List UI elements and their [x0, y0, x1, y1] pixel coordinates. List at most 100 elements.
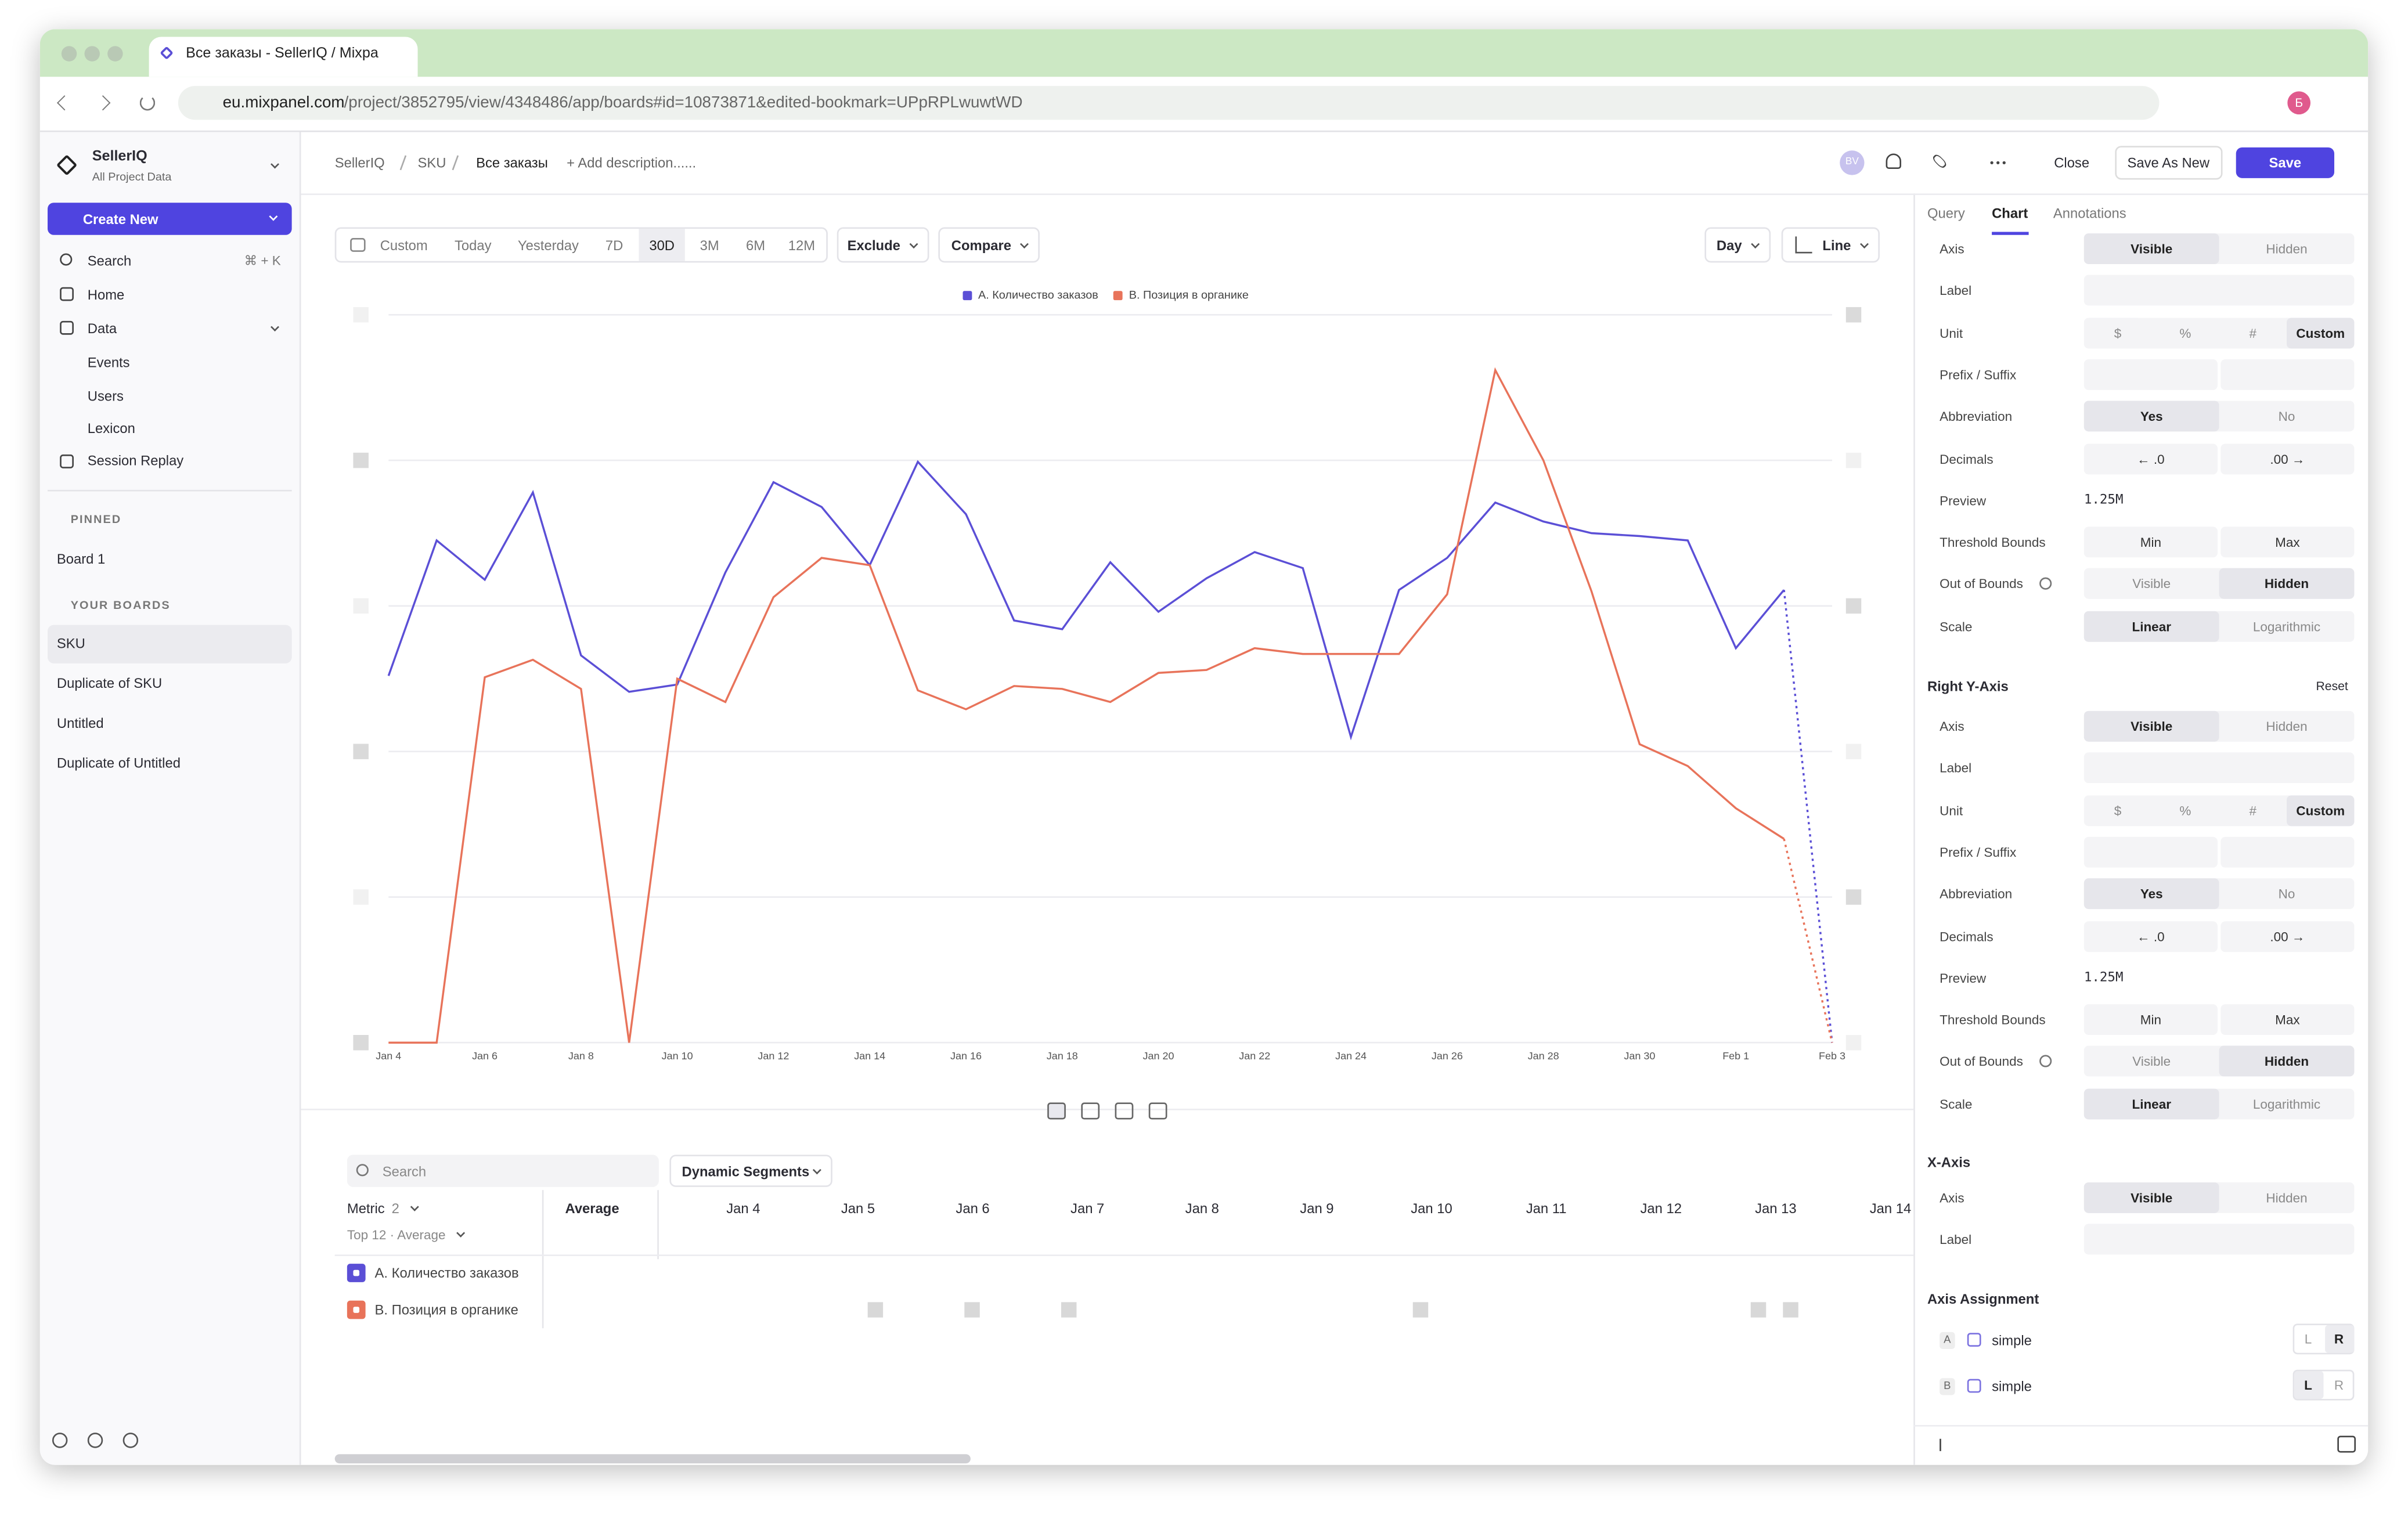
- option[interactable]: #: [2249, 802, 2257, 818]
- breadcrumb[interactable]: SellerIQ: [334, 155, 385, 171]
- toolbar-dropdown[interactable]: [837, 227, 929, 263]
- segments-dropdown[interactable]: [669, 1155, 832, 1187]
- input-field[interactable]: [2220, 526, 2355, 558]
- view-toggle[interactable]: [1148, 1102, 1167, 1120]
- board-item[interactable]: Untitled: [56, 715, 104, 731]
- reload[interactable]: [139, 95, 156, 111]
- search-link[interactable]: Search: [87, 253, 132, 269]
- option[interactable]: Logarithmic: [2252, 618, 2321, 634]
- input-field[interactable]: [2220, 836, 2355, 868]
- toolbar-dropdown[interactable]: [938, 227, 1040, 263]
- input-field[interactable]: [2220, 443, 2355, 474]
- data-item[interactable]: Users: [87, 388, 124, 404]
- create-new-label[interactable]: Create New: [82, 211, 158, 227]
- profile-avatar[interactable]: Б: [2287, 91, 2311, 115]
- average-header[interactable]: Average: [565, 1200, 619, 1217]
- metric-header[interactable]: Metric: [347, 1200, 385, 1217]
- url-bar[interactable]: [178, 86, 2160, 120]
- save-as-new[interactable]: Save As New: [2115, 145, 2222, 179]
- input-field[interactable]: [2083, 1224, 2355, 1256]
- checkbox[interactable]: [1967, 1379, 1981, 1393]
- legend-item[interactable]: B. Позиция в органике: [1113, 288, 1249, 302]
- option[interactable]: Hidden: [2266, 1190, 2308, 1206]
- layout-icon[interactable]: [2337, 1435, 2356, 1453]
- view-toggle[interactable]: [1115, 1102, 1134, 1120]
- range-button[interactable]: 7D: [605, 237, 623, 253]
- panel-tab[interactable]: Annotations: [2053, 205, 2126, 221]
- range-button[interactable]: 6M: [745, 237, 766, 253]
- top-filter[interactable]: Top 12 · Average: [347, 1227, 446, 1243]
- range-button[interactable]: Custom: [380, 237, 428, 253]
- option[interactable]: Hidden: [2266, 719, 2308, 734]
- input-field[interactable]: [2220, 1004, 2355, 1036]
- footer-icon[interactable]: [87, 1433, 103, 1448]
- range-button[interactable]: 3M: [700, 237, 719, 253]
- range-button[interactable]: 30D: [649, 237, 675, 253]
- close-button[interactable]: Close: [2054, 154, 2090, 170]
- option[interactable]: Custom: [2296, 802, 2345, 818]
- add-description[interactable]: + Add description......: [567, 155, 697, 171]
- window-control[interactable]: [84, 46, 100, 62]
- pinned-board[interactable]: Board 1: [56, 551, 106, 567]
- option[interactable]: No: [2278, 409, 2295, 424]
- data-item[interactable]: Lexicon: [87, 420, 135, 437]
- option[interactable]: #: [2249, 324, 2257, 341]
- option[interactable]: Visible: [2131, 241, 2173, 257]
- session-replay[interactable]: Session Replay: [87, 453, 184, 468]
- checkbox[interactable]: [1967, 1333, 1981, 1347]
- footer-icon[interactable]: [122, 1433, 139, 1448]
- collapse-icon[interactable]: [1929, 1438, 1941, 1451]
- more-dot[interactable]: [1996, 160, 2000, 164]
- table-search[interactable]: [347, 1155, 659, 1187]
- axis-option[interactable]: R: [2334, 1331, 2344, 1347]
- toolbar-dropdown[interactable]: [1781, 227, 1880, 263]
- panel-tab[interactable]: Chart: [1992, 205, 2028, 221]
- create-new[interactable]: [48, 203, 292, 235]
- option[interactable]: Hidden: [2264, 576, 2309, 592]
- breadcrumb[interactable]: SKU: [417, 155, 446, 171]
- view-toggle[interactable]: [1047, 1102, 1066, 1120]
- option[interactable]: No: [2278, 886, 2295, 902]
- more-dot[interactable]: [1990, 160, 1994, 164]
- option[interactable]: $: [2114, 802, 2122, 818]
- option[interactable]: Visible: [2132, 1054, 2171, 1070]
- board-item[interactable]: Duplicate of SKU: [56, 675, 163, 691]
- option[interactable]: Visible: [2131, 719, 2173, 734]
- option[interactable]: %: [2179, 324, 2191, 341]
- section-action[interactable]: Reset: [2316, 679, 2348, 694]
- window-control[interactable]: [107, 46, 123, 62]
- window-control[interactable]: [61, 46, 77, 62]
- save-button[interactable]: Save: [2236, 146, 2335, 178]
- more-dot[interactable]: [2002, 160, 2006, 164]
- option[interactable]: Linear: [2132, 618, 2171, 634]
- axis-option[interactable]: L: [2304, 1377, 2312, 1393]
- option[interactable]: %: [2179, 802, 2191, 818]
- option[interactable]: Logarithmic: [2252, 1095, 2321, 1112]
- option[interactable]: Hidden: [2266, 241, 2308, 257]
- input-field[interactable]: [2220, 359, 2355, 390]
- input-field[interactable]: [2220, 920, 2355, 951]
- nav-item[interactable]: Home: [87, 287, 125, 303]
- input-field[interactable]: [2083, 1004, 2218, 1036]
- input-field[interactable]: [2083, 359, 2218, 390]
- panel-tab[interactable]: Query: [1927, 205, 1965, 221]
- option[interactable]: Yes: [2140, 886, 2163, 902]
- input-field[interactable]: [2083, 443, 2218, 474]
- option[interactable]: Custom: [2296, 324, 2345, 341]
- option[interactable]: Yes: [2140, 409, 2163, 424]
- nav-item[interactable]: Data: [87, 320, 117, 337]
- input-field[interactable]: [2083, 836, 2218, 868]
- option[interactable]: Hidden: [2264, 1054, 2309, 1070]
- board-item[interactable]: Duplicate of Untitled: [56, 755, 181, 771]
- option[interactable]: Visible: [2132, 576, 2171, 592]
- option[interactable]: $: [2114, 324, 2122, 341]
- view-toggle[interactable]: [1081, 1102, 1100, 1120]
- option[interactable]: Linear: [2132, 1095, 2171, 1112]
- data-item[interactable]: Events: [87, 355, 130, 370]
- active-tab[interactable]: [149, 37, 418, 77]
- toolbar-dropdown[interactable]: [1704, 227, 1771, 263]
- legend-item[interactable]: A. Количество заказов: [963, 288, 1098, 302]
- footer-icon[interactable]: [52, 1433, 68, 1448]
- input-field[interactable]: [2083, 920, 2218, 951]
- axis-option[interactable]: L: [2304, 1331, 2312, 1347]
